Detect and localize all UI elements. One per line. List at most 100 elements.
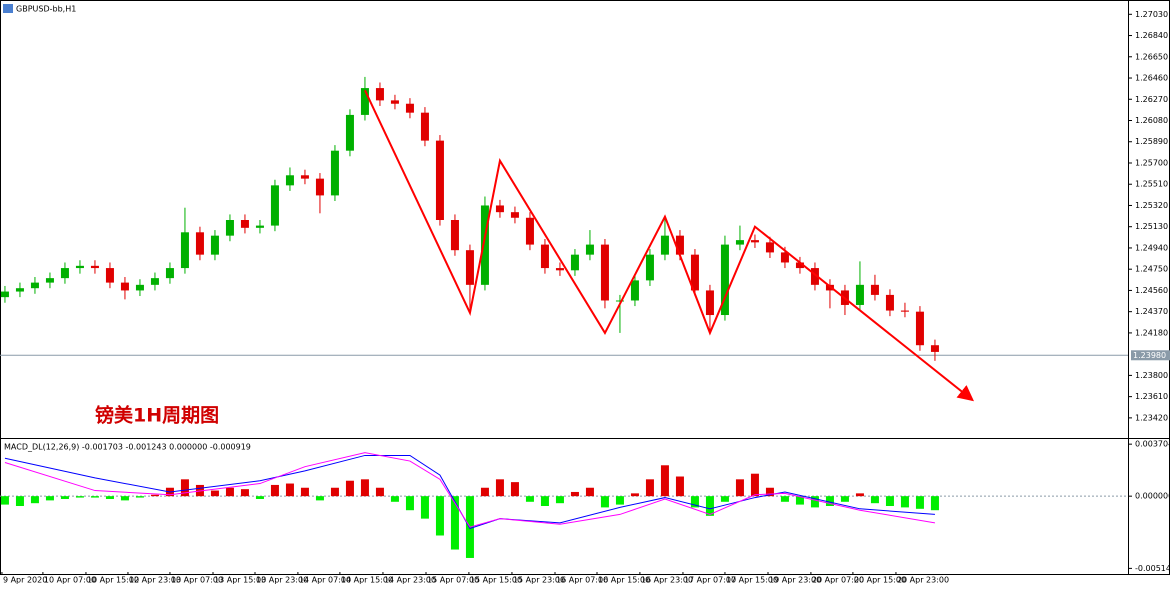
y-tick-label: 0.000000 [1135, 492, 1170, 501]
histogram-bar [210, 490, 219, 497]
chart-title: GBPUSD-bb,H1 [16, 5, 76, 14]
histogram-bar [435, 496, 444, 536]
histogram-bar [915, 496, 924, 509]
price-tag [1131, 350, 1170, 361]
histogram-bar [270, 484, 279, 497]
x-tick-label: 13 Apr 15:00 [214, 576, 266, 585]
y-tick-label: 1.27030 [1135, 10, 1168, 19]
histogram-bar [885, 496, 894, 506]
candle-body [585, 244, 594, 255]
histogram-bar [345, 480, 354, 497]
histogram-bar [285, 483, 294, 497]
candle-body [330, 150, 339, 196]
histogram-bar [45, 496, 54, 501]
x-tick-label: 17 Apr 07:00 [684, 576, 736, 585]
candle-body [300, 175, 309, 179]
candle-body [765, 242, 774, 253]
y-tick-label: 1.25130 [1135, 222, 1168, 231]
histogram-bar [0, 496, 9, 505]
histogram-bar [795, 496, 804, 505]
candle-body [570, 254, 579, 271]
candle-body [600, 244, 609, 301]
histogram-bar [675, 476, 684, 497]
histogram-bar [720, 496, 729, 502]
candle-body [15, 288, 24, 292]
y-tick-label: 1.23420 [1135, 413, 1168, 422]
candle-body [915, 311, 924, 346]
candle-body [705, 290, 714, 316]
histogram-bar [255, 496, 264, 499]
histogram-bar [810, 496, 819, 508]
candle-body [720, 244, 729, 316]
y-tick-label: 1.23610 [1135, 392, 1168, 401]
candle-body [195, 232, 204, 255]
histogram-bar [330, 487, 339, 497]
candle-body [285, 175, 294, 186]
y-tick-label: 1.24940 [1135, 243, 1168, 252]
histogram-bar [375, 487, 384, 497]
histogram-bar [225, 487, 234, 497]
candle-body [735, 240, 744, 245]
histogram-bar [930, 496, 939, 511]
x-tick-label: 14 Apr 23:00 [384, 576, 436, 585]
y-tick-label: 1.25510 [1135, 180, 1168, 189]
histogram-bar [525, 496, 534, 502]
y-tick-label: -0.005142 [1135, 564, 1170, 573]
y-tick-label: 1.26840 [1135, 31, 1168, 40]
candle-body [135, 284, 144, 291]
histogram-bar [630, 493, 639, 497]
price-tag-label: 1.23980 [1133, 351, 1166, 360]
histogram-bar [540, 496, 549, 506]
histogram-bar [15, 496, 24, 506]
candle-body [930, 345, 939, 352]
indicator-title: MACD_DL(12,26,9) -0.001703 -0.001243 0.0… [4, 443, 251, 452]
histogram-bar [645, 479, 654, 497]
frame [0, 0, 1170, 575]
candle-body [240, 220, 249, 228]
candle-body [465, 250, 474, 285]
histogram-bar [660, 465, 669, 497]
candle-body [420, 112, 429, 141]
x-tick-label: 14 Apr 07:00 [299, 576, 351, 585]
histogram-bar [90, 496, 99, 498]
candle-body [255, 225, 264, 228]
candle-body [315, 178, 324, 196]
histogram-bar [780, 496, 789, 502]
candle-body [645, 254, 654, 281]
x-tick-label: 17 Apr 15:00 [726, 576, 778, 585]
candle-body [525, 217, 534, 245]
candle-body [30, 282, 39, 289]
histogram-bar [300, 487, 309, 497]
x-tick-label: 16 Apr 23:00 [641, 576, 693, 585]
histogram-bar [705, 496, 714, 516]
histogram-bar [450, 496, 459, 550]
x-tick-label: 10 Apr 15:00 [87, 576, 139, 585]
y-tick-label: 1.24750 [1135, 265, 1168, 274]
candle-body [675, 235, 684, 255]
histogram-bar [105, 496, 114, 499]
histogram-bar [855, 493, 864, 497]
x-tick-label: 20 Apr 07:00 [812, 576, 864, 585]
candle-body [870, 284, 879, 295]
histogram-bar [735, 479, 744, 497]
candle-body [75, 265, 84, 269]
histogram-bar [615, 496, 624, 505]
histogram-bar [600, 496, 609, 508]
histogram-bar [360, 479, 369, 497]
symbol-icon [3, 4, 13, 13]
candle-body [540, 244, 549, 269]
histogram-bar [870, 496, 879, 504]
histogram-bar [765, 487, 774, 497]
y-tick-label: 1.25890 [1135, 137, 1168, 146]
x-tick-label: 15 Apr 23:00 [513, 576, 565, 585]
candle-body [120, 282, 129, 291]
candle-body [345, 114, 354, 151]
candle-body [90, 265, 99, 269]
y-tick-label: 1.24180 [1135, 328, 1168, 337]
histogram-bar [135, 496, 144, 498]
y-tick-label: 1.23800 [1135, 371, 1168, 380]
x-tick-label: 19 Apr 23:00 [769, 576, 821, 585]
histogram-bar [900, 496, 909, 508]
indicator-line [4, 454, 935, 530]
candle-body [405, 103, 414, 113]
